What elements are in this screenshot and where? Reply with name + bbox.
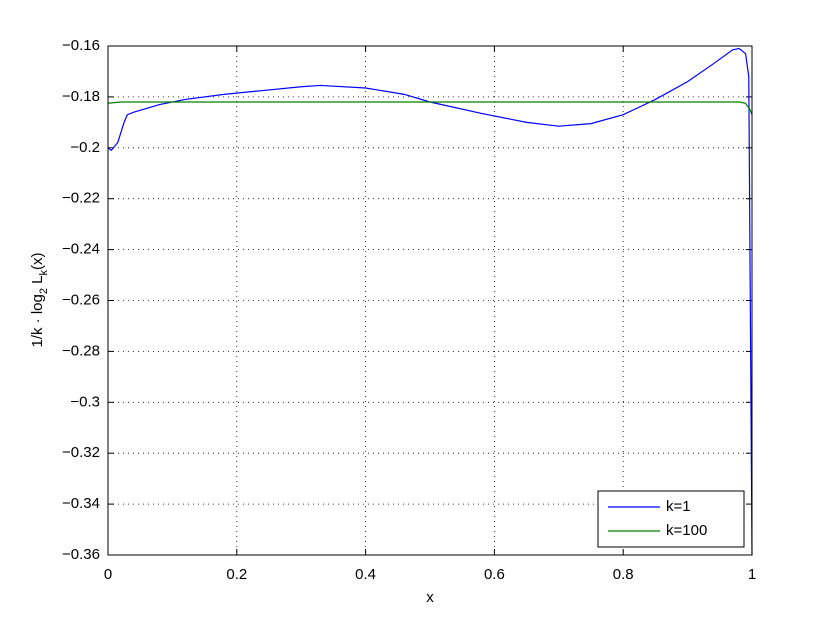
x-tick-label: 0: [104, 566, 112, 583]
y-tick-label: −0.28: [62, 342, 100, 359]
y-axis-label: 1/k · log2 Lk(x): [29, 253, 50, 348]
x-tick-label: 0.4: [355, 566, 376, 583]
line-series: [107, 47, 753, 556]
y-tick-label: −0.16: [62, 37, 100, 54]
y-tick-label: −0.22: [62, 190, 100, 207]
x-tick-label: 0.2: [226, 566, 247, 583]
y-tick-label: −0.24: [62, 241, 100, 258]
axes-box: [107, 45, 753, 556]
y-tick-label: −0.34: [62, 495, 100, 512]
line-series: [107, 101, 753, 115]
x-tick-label: 1: [748, 566, 756, 583]
y-tick-label: −0.36: [62, 546, 100, 563]
x-tick-label: 0.8: [613, 566, 634, 583]
y-tick-label: −0.32: [62, 444, 100, 461]
y-tick-label: −0.18: [62, 88, 100, 105]
legend-label: k=100: [666, 522, 707, 539]
y-tick-label: −0.3: [70, 393, 100, 410]
plot-area: [108, 46, 752, 555]
y-tick-label: −0.2: [70, 139, 100, 156]
y-tick-label: −0.26: [62, 291, 100, 308]
x-axis-label: x: [426, 589, 434, 606]
legend-label: k=1: [666, 498, 691, 515]
x-tick-label: 0.6: [484, 566, 505, 583]
legend: [597, 490, 745, 548]
